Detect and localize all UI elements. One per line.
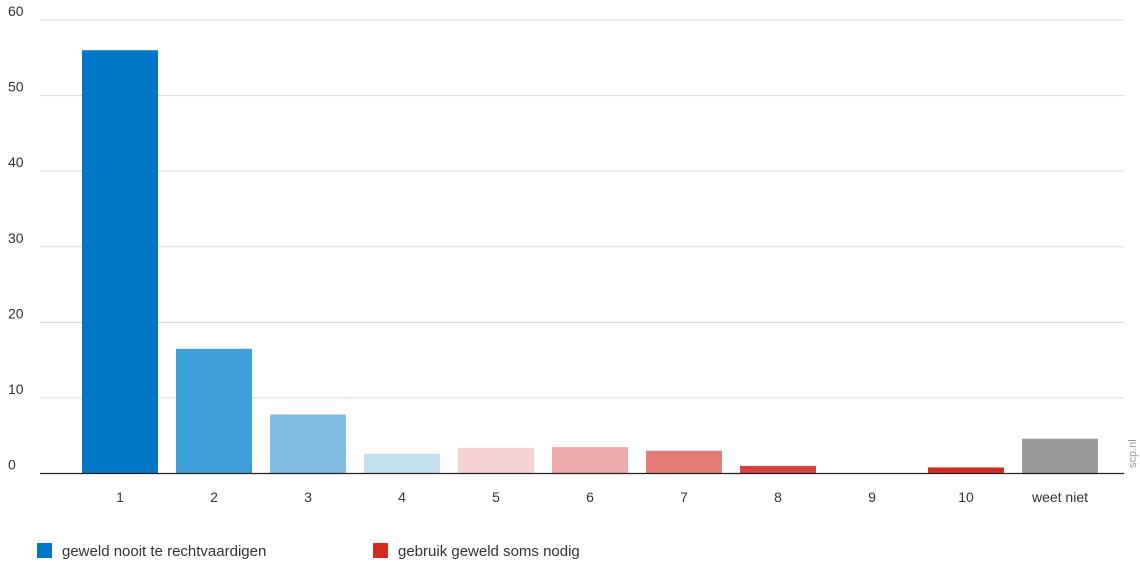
legend-swatch <box>37 543 52 558</box>
gridlines <box>40 19 1124 399</box>
legend-item: geweld nooit te rechtvaardigen <box>37 543 266 560</box>
bar-weet-niet <box>1022 438 1098 474</box>
watermark-text: scp.nl <box>1127 439 1139 468</box>
x-axis-ticks: 1 2 3 4 5 6 7 8 9 10 weet niet <box>116 489 1088 505</box>
x-tick-label: 9 <box>868 489 876 505</box>
x-tick-label: 6 <box>586 489 594 505</box>
y-tick-label: 60 <box>8 3 24 19</box>
bar-5 <box>458 447 534 474</box>
x-tick-label: 2 <box>210 489 218 505</box>
x-tick-label: 4 <box>398 489 406 505</box>
y-tick-label: 20 <box>8 305 24 321</box>
legend: geweld nooit te rechtvaardigen gebruik ge… <box>37 543 580 560</box>
bar-1 <box>82 50 158 474</box>
x-tick-label: weet niet <box>1031 489 1088 505</box>
legend-label: gebruik geweld soms nodig <box>398 543 580 560</box>
x-tick-label: 8 <box>774 489 782 505</box>
bar-7 <box>646 450 722 474</box>
legend-item: gebruik geweld soms nodig <box>373 543 580 560</box>
bar-6 <box>552 447 628 474</box>
x-tick-label: 1 <box>116 489 124 505</box>
bar-4 <box>364 453 440 474</box>
y-tick-label: 40 <box>8 154 24 170</box>
x-tick-label: 3 <box>304 489 312 505</box>
bar-3 <box>270 414 346 474</box>
y-tick-label: 30 <box>8 230 24 246</box>
y-tick-label: 10 <box>8 381 24 397</box>
bar-10 <box>928 467 1004 474</box>
y-tick-label: 50 <box>8 79 24 95</box>
bar-8 <box>740 465 816 474</box>
x-tick-label: 7 <box>680 489 688 505</box>
x-tick-label: 5 <box>492 489 500 505</box>
y-tick-label: 0 <box>8 457 16 473</box>
x-tick-label: 10 <box>958 489 974 505</box>
legend-swatch <box>373 543 388 558</box>
y-axis-ticks: 0 10 20 30 40 50 60 <box>8 3 24 473</box>
legend-label: geweld nooit te rechtvaardigen <box>62 543 266 560</box>
bars <box>82 50 1098 474</box>
bar-2 <box>176 348 252 474</box>
